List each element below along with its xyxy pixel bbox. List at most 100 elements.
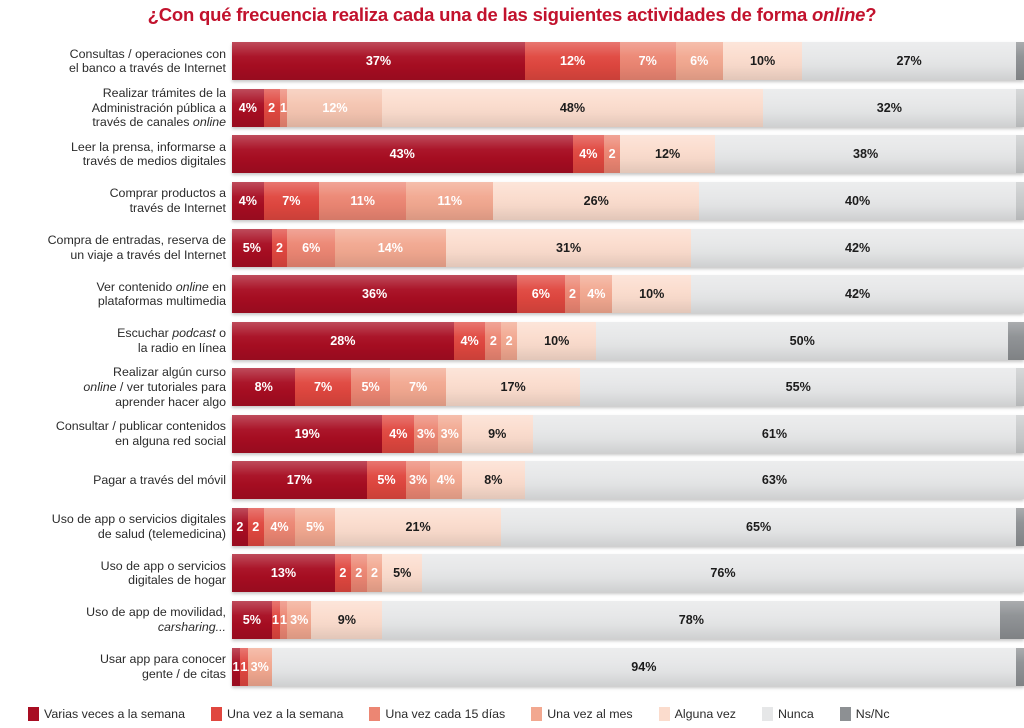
- segment-value-label: 12%: [654, 147, 681, 162]
- legend-item[interactable]: Alguna vez: [658, 707, 736, 721]
- bar-segment: 2: [366, 554, 383, 593]
- segment-value-label: 17%: [286, 473, 312, 488]
- row-label: Compra de entradas, reserva de un viaje a…: [47, 232, 226, 262]
- segment-value-label: 4%: [579, 147, 598, 162]
- bar-wrapper: 37% 12% 7% 6% 10% 27%: [232, 38, 1024, 85]
- bar-segment: 3%: [247, 647, 272, 686]
- segment-value-label: 50%: [789, 333, 815, 348]
- bar-segment: 12%: [620, 135, 716, 174]
- segment-value-label: 8%: [254, 380, 273, 395]
- bar-segment: 12%: [525, 42, 621, 81]
- bar-segment: 11%: [319, 181, 407, 220]
- stacked-bar: 5% 1 1 3% 9% 78%: [232, 601, 1024, 640]
- stacked-bar: 4% 2 1 12% 48% 32%: [232, 88, 1024, 127]
- segment-value-label: 4%: [587, 287, 606, 302]
- segment-value-label: 36%: [361, 287, 388, 302]
- chart-row: Uso de app o servicios digitales de salud…: [0, 504, 1024, 551]
- segment-value-label: 2: [355, 566, 363, 581]
- bar-segment: 3%: [406, 461, 430, 500]
- legend-label: Una vez a la semana: [226, 707, 344, 721]
- segment-value-label: 94%: [631, 659, 657, 674]
- segment-value-label: 9%: [488, 426, 507, 441]
- bar-segment: [1016, 135, 1024, 174]
- bar-segment: 1: [239, 647, 248, 686]
- chart-row: Consultar / publicar contenidos en alguna…: [0, 411, 1024, 458]
- legend-item[interactable]: Varias veces a la semana: [28, 707, 185, 721]
- legend-item[interactable]: Una vez cada 15 días: [369, 707, 505, 721]
- segment-value-label: 28%: [330, 333, 356, 348]
- segment-value-label: 7%: [638, 54, 657, 69]
- bar-segment: 1: [271, 601, 280, 640]
- bar-segment: 1: [279, 601, 288, 640]
- legend-item[interactable]: Ns/Nc: [839, 707, 890, 721]
- bar-segment: 42%: [691, 228, 1024, 267]
- stacked-bar: 2 2 4% 5% 21% 65%: [232, 507, 1024, 546]
- bar-segment: [1016, 88, 1024, 127]
- bar-wrapper: 36% 6% 2 4% 10% 42%: [232, 271, 1024, 318]
- bar-segment: 8%: [232, 368, 296, 407]
- segment-value-label: 63%: [761, 473, 788, 488]
- chart-title-prefix: ¿Con qué frecuencia realiza cada una de …: [147, 4, 812, 25]
- segment-value-label: 37%: [365, 54, 392, 69]
- segment-value-label: 9%: [337, 613, 356, 628]
- segment-value-label: 65%: [746, 519, 772, 534]
- bar-segment: 4%: [429, 461, 462, 500]
- bar-segment: 27%: [802, 42, 1017, 81]
- segment-value-label: 5%: [306, 519, 325, 534]
- segment-value-label: 2: [569, 287, 577, 302]
- bar-segment: 31%: [445, 228, 692, 267]
- segment-value-label: 19%: [294, 426, 320, 441]
- legend-label: Alguna vez: [674, 707, 736, 721]
- segment-value-label: 40%: [845, 193, 871, 208]
- segment-value-label: 21%: [405, 519, 431, 534]
- bar-segment: 9%: [461, 414, 533, 453]
- bar-segment: 48%: [382, 88, 763, 127]
- chart-row: Consultas / operaciones con el banco a tr…: [0, 38, 1024, 85]
- segment-value-label: 5%: [393, 566, 412, 581]
- row-label: Consultas / operaciones con el banco a tr…: [68, 46, 226, 76]
- bar-segment: 10%: [517, 321, 597, 360]
- bar-segment: 26%: [493, 181, 700, 220]
- bar-segment: 40%: [699, 181, 1017, 220]
- segment-value-label: 42%: [845, 240, 871, 255]
- bar-wrapper: 8% 7% 5% 7% 17% 55%: [232, 364, 1024, 411]
- bar-segment: 2: [604, 135, 621, 174]
- segment-value-label: 7%: [282, 193, 301, 208]
- chart-row: Ver contenido online en plataformas multi…: [0, 271, 1024, 318]
- bar-segment: 28%: [232, 321, 454, 360]
- segment-value-label: 2: [236, 519, 244, 534]
- row-label: Comprar productos a través de Internet: [109, 186, 226, 215]
- bar-wrapper: 17% 5% 3% 4% 8% 63%: [232, 457, 1024, 504]
- legend-item[interactable]: Nunca: [761, 707, 814, 721]
- bar-segment: 94%: [271, 647, 1017, 686]
- row-label: Uso de app o servicios digitales de salud…: [51, 512, 226, 541]
- legend-label: Nunca: [777, 707, 814, 721]
- segment-value-label: 2: [371, 566, 379, 581]
- stacked-bar: 1 1 3% 94%: [232, 647, 1024, 686]
- segment-value-label: 2: [252, 519, 260, 534]
- segment-value-label: 4%: [460, 333, 479, 348]
- bar-wrapper: 5% 1 1 3% 9% 78%: [232, 597, 1024, 644]
- segment-value-label: 10%: [544, 333, 570, 348]
- legend-item[interactable]: Una vez a la semana: [210, 707, 344, 721]
- legend-swatch-icon: [369, 707, 381, 721]
- segment-value-label: 3%: [250, 659, 269, 674]
- segment-value-label: 2: [268, 100, 276, 115]
- bar-wrapper: 1 1 3% 94%: [232, 643, 1024, 690]
- bar-segment: 2: [232, 507, 248, 546]
- bar-segment: 4%: [580, 275, 613, 314]
- bar-segment: 78%: [382, 601, 1001, 640]
- row-label: Leer la prensa, informarse a través de me…: [71, 139, 226, 169]
- bar-segment: 37%: [232, 42, 526, 81]
- segment-value-label: 4%: [436, 473, 455, 488]
- bar-segment: 14%: [334, 228, 446, 267]
- legend-label: Ns/Nc: [855, 707, 890, 721]
- bar-wrapper: 2 2 4% 5% 21% 65%: [232, 504, 1024, 551]
- segment-value-label: 5%: [361, 380, 380, 395]
- segment-value-label: 3%: [408, 473, 428, 488]
- stacked-bar: 5% 2 6% 14% 31% 42%: [232, 228, 1024, 267]
- legend-item[interactable]: Una vez al mes: [531, 707, 633, 721]
- segment-value-label: 17%: [500, 380, 526, 395]
- bar-segment: 10%: [723, 42, 803, 81]
- bar-segment: 4%: [572, 135, 605, 174]
